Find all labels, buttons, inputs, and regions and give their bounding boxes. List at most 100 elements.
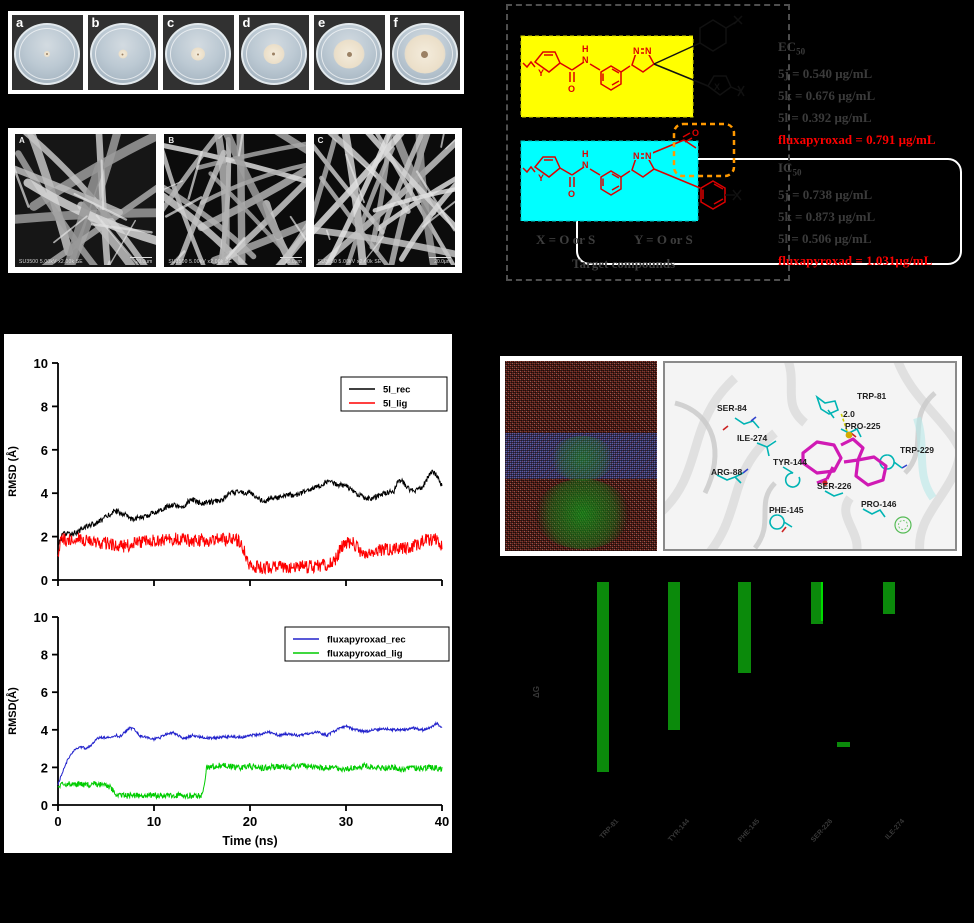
- svg-text:Y: Y: [538, 173, 544, 183]
- petri-dish-label: f: [393, 15, 398, 30]
- ec50-line: 5k = 0.676 μg/mL: [778, 87, 876, 103]
- svg-text:SER-84: SER-84: [717, 403, 747, 413]
- rmsd-plot-5l: 0 2 4 6 8 10 RMSD (Å) 5l_rec 5l_lig: [6, 356, 448, 588]
- ligand-sticks: [801, 437, 888, 487]
- svg-text:PHE-145: PHE-145: [769, 505, 804, 515]
- ic50-results-block: IC50 5j = 0.738 μg/mL 5k = 0.873 μg/mL 5…: [778, 157, 974, 272]
- y-tick-label: 0: [41, 798, 48, 813]
- petri-dish-label: d: [242, 15, 251, 30]
- sem-scale-bar: [428, 257, 451, 258]
- y-tick-label: 6: [41, 685, 48, 700]
- structure-1-atoms: Y O H N N N X: [538, 44, 720, 94]
- binding-pose-drawing: SER-84 TRP-81 PRO-225 ILE-274 TRP-229 TY…: [665, 363, 955, 549]
- cyan-structure-box: [520, 140, 699, 222]
- petri-dish-rim: [321, 28, 378, 80]
- petri-dish-photo: f: [389, 15, 460, 90]
- petri-dish-label: c: [167, 15, 175, 30]
- svg-text:X: X: [714, 82, 720, 92]
- sem-micrograph: B SU3500 5.00kV x2.00k SE 20.0μm: [164, 134, 306, 267]
- svg-text:O: O: [568, 84, 575, 94]
- series-fluxapyroxad_lig: [57, 761, 443, 801]
- y-axis-label: RMSD(Å): [6, 687, 19, 735]
- hbond-dashed-line: [840, 412, 848, 432]
- petri-dish-label: b: [91, 15, 100, 30]
- svg-text:TRP-229: TRP-229: [900, 445, 934, 455]
- x-tick-label: 20: [243, 814, 257, 829]
- svg-text:TYR-144: TYR-144: [773, 457, 807, 467]
- bar-category-label: TRP-81: [598, 818, 621, 841]
- ic50-line: 5l = 0.506 μg/mL: [778, 230, 872, 246]
- residue-labels: SER-84 TRP-81 PRO-225 ILE-274 TRP-229 TY…: [711, 391, 934, 515]
- petri-dish-panel: a b c d e f: [8, 11, 464, 94]
- svg-text:N: N: [645, 46, 652, 56]
- petri-dish-photo: e: [314, 15, 385, 90]
- chemical-structures-drawing: Y O H N N N X: [520, 15, 745, 222]
- legend-label: 5l_lig: [383, 399, 407, 410]
- target-compounds-box: Y O H N N N X: [506, 4, 790, 281]
- sem-scale-text: 20.0μm: [434, 259, 451, 265]
- structure-2-substituents: [725, 189, 742, 201]
- sem-image-label: C: [317, 136, 324, 145]
- energy-bar: [597, 582, 609, 772]
- fungal-colony: [333, 39, 365, 69]
- y-substituent-legend: Y = O or S: [634, 232, 693, 247]
- petri-dish-label: a: [16, 15, 24, 30]
- legend-box: [284, 626, 450, 662]
- svg-text:H: H: [582, 149, 589, 159]
- hyphae-texture: [164, 134, 306, 267]
- y-tick-label: 8: [41, 399, 48, 414]
- ec50-line: 5j = 0.540 μg/mL: [778, 65, 873, 81]
- ic50-line: 5j = 0.738 μg/mL: [778, 186, 873, 202]
- petri-dish-label: e: [318, 15, 326, 30]
- rmsd-plots-panel: 0 2 4 6 8 10 RMSD (Å) 5l_rec 5l_lig 0 2 4 6 8 10 0 10 20…: [4, 334, 452, 853]
- y-tick-label: 10: [34, 356, 48, 371]
- svg-text:O: O: [568, 189, 575, 199]
- y-tick-label: 4: [41, 723, 49, 738]
- series-5l_lig: [57, 532, 443, 575]
- bar-category-label: PHE-145: [736, 818, 762, 844]
- petri-dish: [165, 23, 232, 85]
- petri-dish-photo: a: [12, 15, 83, 90]
- protein-ribbons: [665, 363, 955, 549]
- sem-micrograph: A SU3500 5.00kV x2.00k SE 20.0μm: [15, 134, 157, 267]
- svg-text:N: N: [633, 151, 640, 161]
- residue-energy-bar-chart: ΔG TRP-81 TYR-144 PHE-145 SER-226 ILE-274: [520, 560, 974, 860]
- legend-label: fluxapyroxad_rec: [327, 635, 406, 646]
- legend-label: 5l_rec: [383, 385, 410, 396]
- svg-text:N: N: [633, 46, 640, 56]
- hyphae-texture: [313, 134, 455, 267]
- acetyl-highlight-box: [672, 122, 736, 178]
- energy-bar-small: [837, 741, 850, 748]
- y-tick-label: 8: [41, 648, 48, 663]
- fungal-colony: [118, 49, 128, 59]
- protein-green-blob: [535, 479, 630, 549]
- petri-dish-rim: [170, 28, 227, 80]
- structure-2-atoms: Y O H N N N O: [538, 128, 699, 199]
- svg-text:N: N: [582, 160, 589, 170]
- svg-text:TRP-81: TRP-81: [857, 391, 887, 401]
- water-layer-top: [505, 361, 657, 433]
- svg-text:N: N: [645, 151, 652, 161]
- bar-category-label: TYR-144: [667, 818, 692, 844]
- carbonyl-oxygen: [822, 480, 828, 486]
- bar-chart-y-axis-label: ΔG: [532, 686, 541, 698]
- protein-green-mesh: [535, 479, 630, 549]
- rmsd-plot-fluxapyroxad: 0 2 4 6 8 10 0 10 20 30 40 Time (ns) RMSD(Å) fluxapyr…: [6, 610, 450, 848]
- colony-center: [346, 51, 352, 57]
- y-tick-label: 2: [41, 760, 48, 775]
- sulfur-atom: [845, 431, 853, 439]
- svg-text:ARG-88: ARG-88: [711, 467, 742, 477]
- energy-bar: [738, 582, 751, 673]
- energy-bar-highlight: [821, 582, 823, 621]
- md-simulation-panel: SER-84 TRP-81 PRO-225 ILE-274 TRP-229 TY…: [500, 356, 962, 556]
- sem-micrograph: C SU3500 5.00kV x2.00k SE 20.0μm: [313, 134, 455, 267]
- colony-center: [121, 53, 124, 55]
- petri-dish-rim: [19, 28, 76, 80]
- petri-dish: [14, 23, 81, 85]
- sem-metadata-text: SU3500 5.00kV x2.00k SE: [19, 259, 83, 265]
- svg-text:SER-226: SER-226: [817, 481, 852, 491]
- structure-2-bonds: [522, 132, 726, 210]
- y-tick-label: 10: [34, 610, 48, 625]
- y-tick-label: 2: [41, 530, 48, 545]
- fungal-colony: [44, 51, 51, 57]
